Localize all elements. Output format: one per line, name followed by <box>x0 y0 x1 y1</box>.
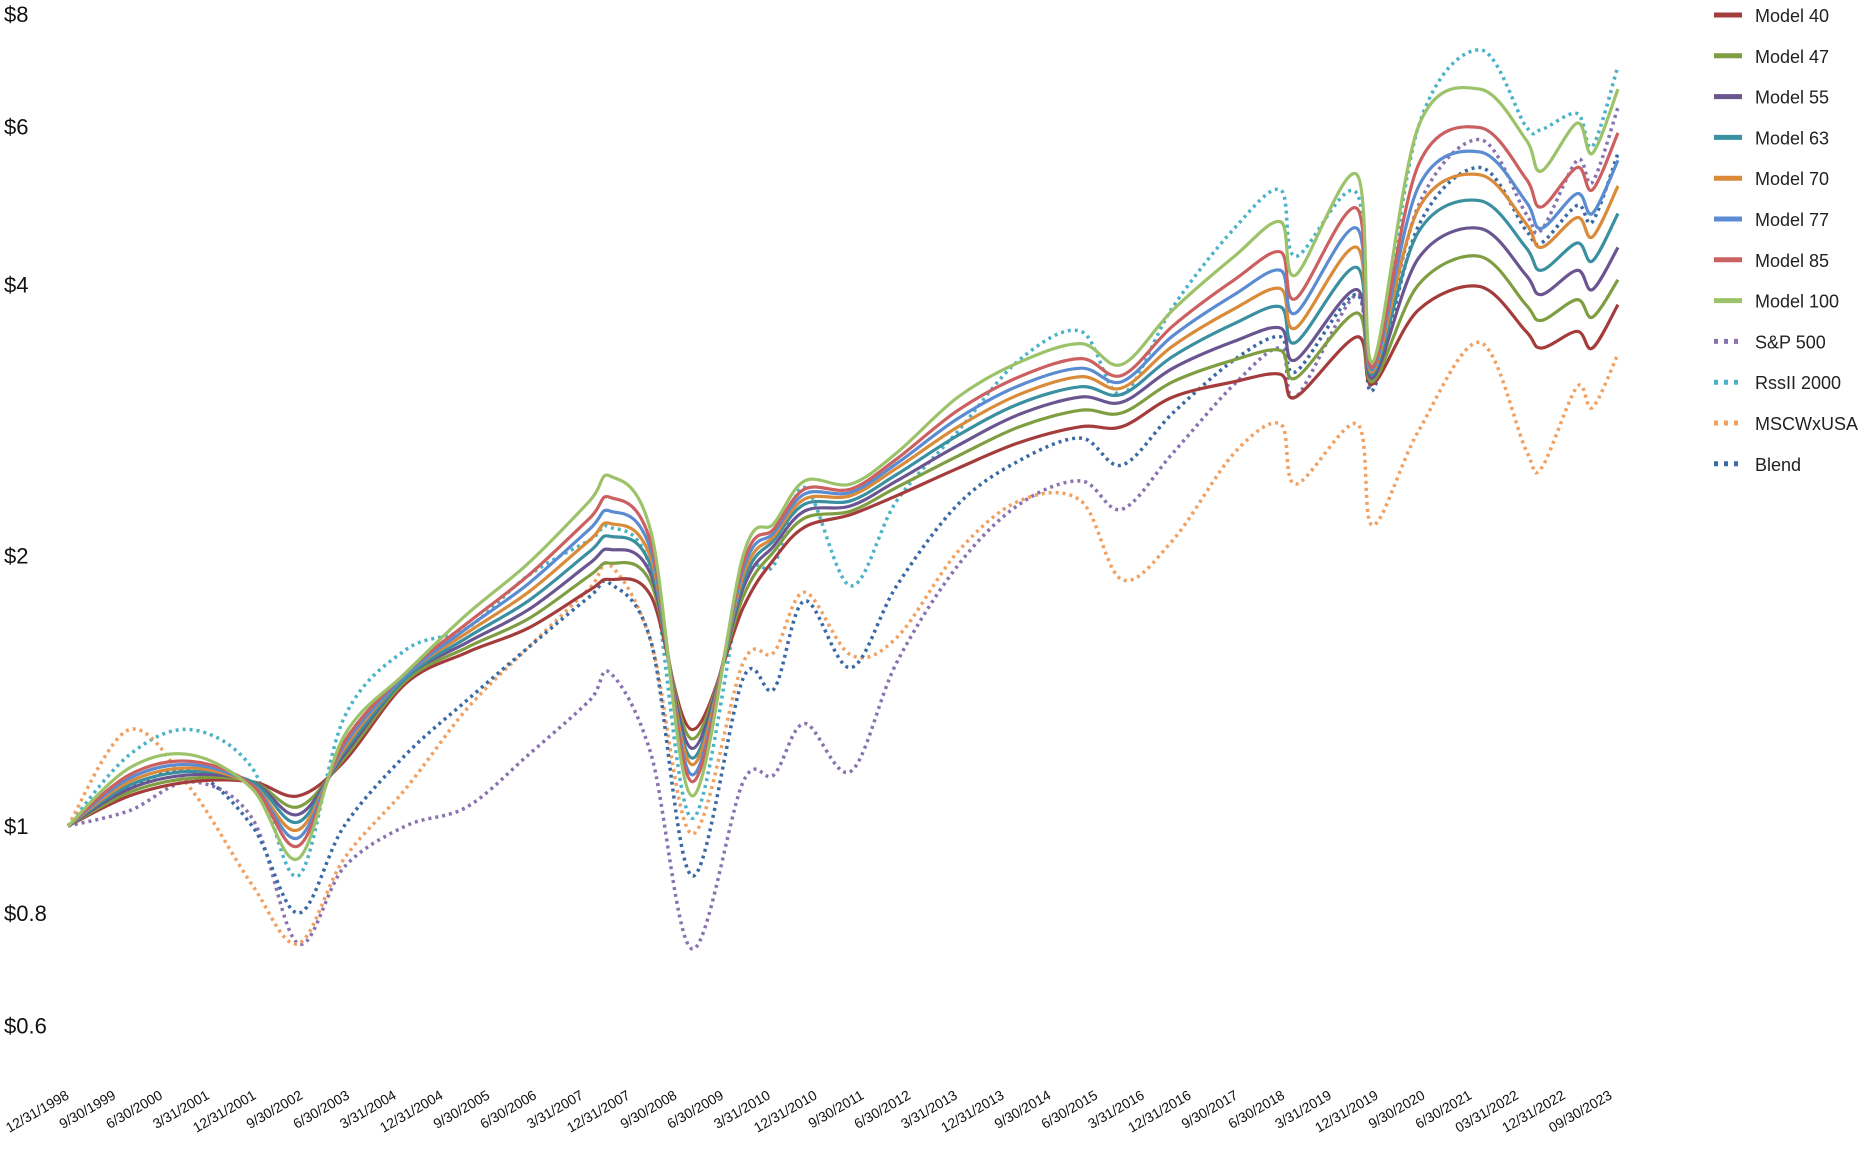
legend-label-mscwxusa: MSCWxUSA <box>1755 414 1858 434</box>
legend-label-s-p-500: S&P 500 <box>1755 332 1826 352</box>
y-tick-label: $4 <box>4 273 28 298</box>
legend-label-model-100: Model 100 <box>1755 292 1839 312</box>
legend-label-model-85: Model 85 <box>1755 251 1829 271</box>
y-tick-label: $6 <box>4 114 28 139</box>
legend-label-model-77: Model 77 <box>1755 210 1829 230</box>
legend-label-model-63: Model 63 <box>1755 128 1829 148</box>
legend-label-rssii-2000: RssII 2000 <box>1755 373 1841 393</box>
legend-label-model-47: Model 47 <box>1755 47 1829 67</box>
legend-label-model-70: Model 70 <box>1755 169 1829 189</box>
legend-label-model-55: Model 55 <box>1755 88 1829 108</box>
y-tick-label: $2 <box>4 543 28 568</box>
y-tick-label: $0.6 <box>4 1013 47 1038</box>
series-line-model-85 <box>66 125 1620 849</box>
x-axis: 12/31/19989/30/19996/30/20003/31/200112/… <box>3 1087 1615 1136</box>
series-line-model-63 <box>67 198 1620 828</box>
y-tick-label: $1 <box>4 814 28 839</box>
series-line-mscwxusa <box>66 340 1620 946</box>
series-line-model-100 <box>66 85 1620 861</box>
plot-series <box>66 48 1620 951</box>
series-line-blend <box>67 152 1620 915</box>
series-line-model-47 <box>67 254 1620 828</box>
series-line-rssii-2000 <box>66 48 1620 878</box>
y-tick-label: $0.8 <box>4 901 47 926</box>
series-line-model-40 <box>67 284 1620 828</box>
y-axis: $8 $6 $4 $2 $1 $0.8 $0.6 <box>4 2 47 1038</box>
legend: Model 40 Model 47 Model 55 Model 63 Model 70… <box>1714 6 1858 475</box>
series-line-model-77 <box>67 149 1620 840</box>
y-tick-label: $8 <box>4 2 28 27</box>
legend-label-blend: Blend <box>1755 455 1801 475</box>
legend-label-model-40: Model 40 <box>1755 6 1829 26</box>
series-line-s-p-500 <box>67 106 1620 951</box>
